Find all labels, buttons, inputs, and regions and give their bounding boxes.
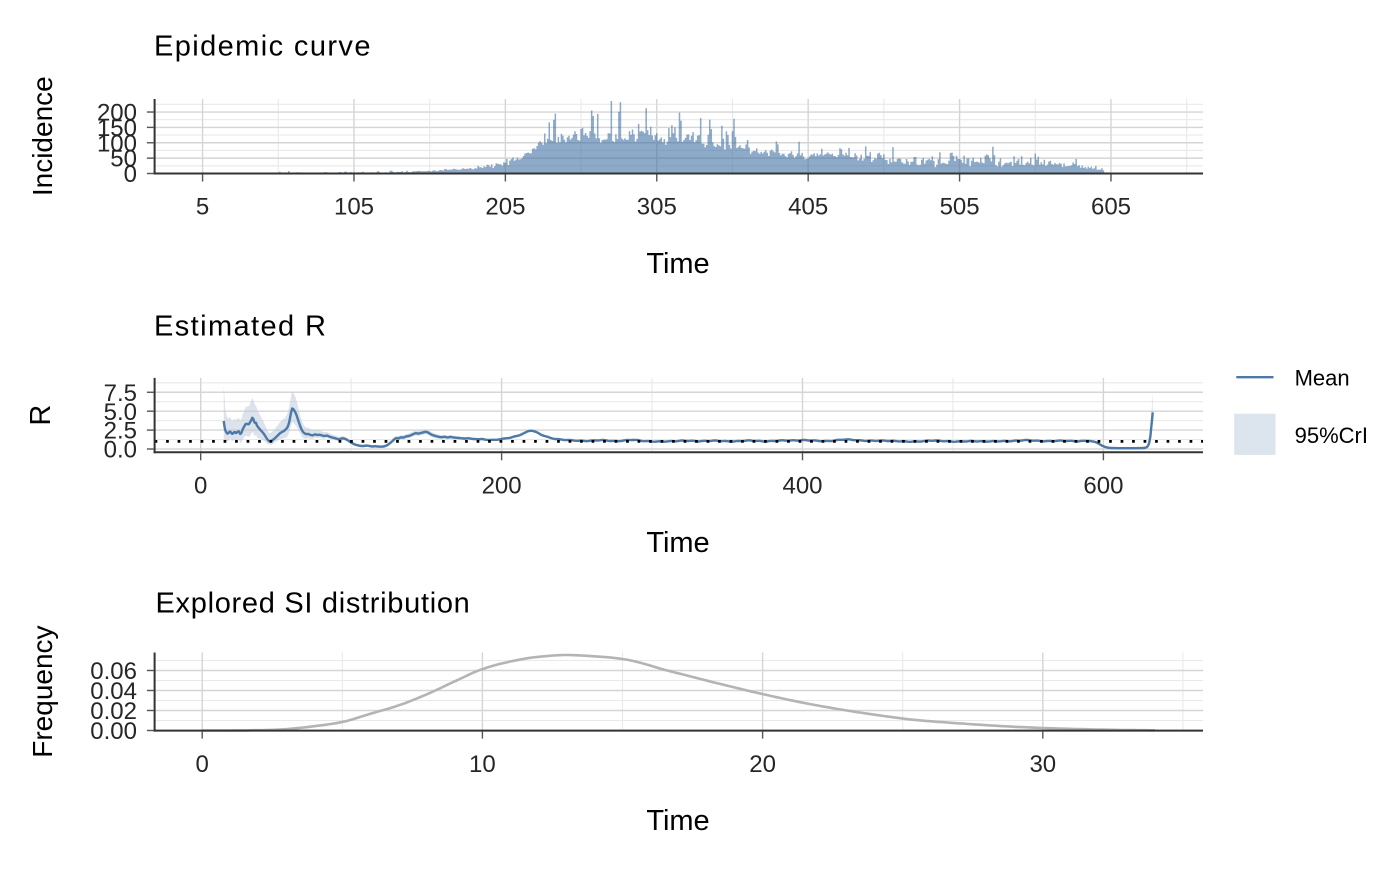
svg-text:30: 30 <box>1029 751 1056 778</box>
svg-text:100: 100 <box>97 130 137 157</box>
svg-text:0: 0 <box>124 161 137 188</box>
svg-text:Estimated R: Estimated R <box>154 311 327 343</box>
svg-text:200: 200 <box>482 473 522 500</box>
svg-text:95%CrI: 95%CrI <box>1295 423 1368 448</box>
svg-text:Epidemic curve: Epidemic curve <box>154 31 372 63</box>
svg-text:7.5: 7.5 <box>104 380 137 407</box>
svg-text:Time: Time <box>646 805 709 837</box>
svg-text:10: 10 <box>469 751 496 778</box>
svg-text:600: 600 <box>1083 473 1123 500</box>
svg-text:0.04: 0.04 <box>90 678 137 705</box>
svg-text:0: 0 <box>194 473 207 500</box>
svg-text:0: 0 <box>196 751 209 778</box>
svg-text:0.06: 0.06 <box>90 658 137 685</box>
svg-text:605: 605 <box>1091 194 1131 221</box>
svg-text:R: R <box>25 405 57 426</box>
svg-text:0.0: 0.0 <box>104 437 137 464</box>
svg-text:0.00: 0.00 <box>90 718 137 745</box>
svg-text:150: 150 <box>97 115 137 142</box>
svg-text:Frequency: Frequency <box>27 625 58 757</box>
svg-text:0.02: 0.02 <box>90 698 137 725</box>
svg-text:5.0: 5.0 <box>104 399 137 426</box>
svg-text:105: 105 <box>334 194 374 221</box>
svg-text:Time: Time <box>646 248 709 280</box>
svg-text:200: 200 <box>97 100 137 127</box>
svg-text:Time: Time <box>646 527 709 559</box>
svg-text:20: 20 <box>749 751 776 778</box>
svg-text:400: 400 <box>782 473 822 500</box>
svg-text:405: 405 <box>788 194 828 221</box>
svg-text:Incidence: Incidence <box>27 76 58 196</box>
svg-text:305: 305 <box>637 194 677 221</box>
svg-text:50: 50 <box>110 146 137 173</box>
svg-text:Explored SI distribution: Explored SI distribution <box>156 587 471 619</box>
svg-text:505: 505 <box>940 194 980 221</box>
svg-text:5: 5 <box>196 194 209 221</box>
svg-text:205: 205 <box>485 194 525 221</box>
svg-text:Mean: Mean <box>1295 366 1350 391</box>
svg-text:2.5: 2.5 <box>104 418 137 445</box>
